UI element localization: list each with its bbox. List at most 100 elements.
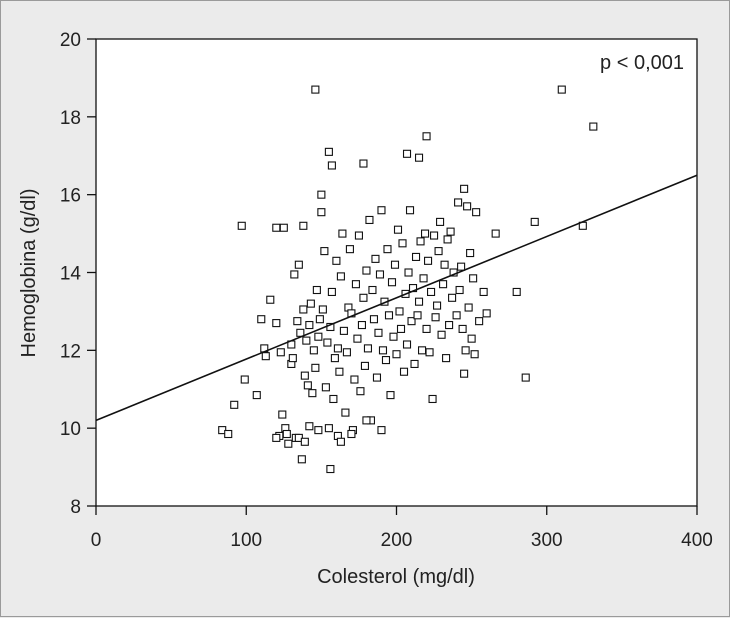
data-point: [257, 315, 266, 324]
data-point: [272, 223, 281, 232]
data-point: [405, 206, 415, 215]
data-point: [454, 198, 463, 207]
data-point: [327, 161, 336, 170]
data-point: [557, 85, 566, 94]
data-point: [377, 206, 386, 215]
data-point: [472, 208, 481, 217]
data-point: [440, 260, 449, 269]
data-point: [315, 315, 324, 324]
data-point: [398, 239, 407, 248]
data-point: [389, 332, 398, 341]
data-point: [335, 367, 344, 376]
y-tick-label: 14: [60, 264, 82, 285]
data-point: [320, 247, 329, 256]
data-point: [491, 229, 500, 238]
data-point: [240, 375, 249, 384]
data-point: [282, 429, 291, 439]
x-tick-label: 0: [91, 530, 102, 551]
data-point: [353, 334, 362, 343]
data-point: [363, 344, 373, 353]
data-point: [293, 317, 302, 326]
data-point: [308, 389, 317, 398]
data-point: [299, 221, 308, 230]
data-point: [306, 299, 315, 308]
data-point: [589, 122, 598, 131]
data-point: [294, 260, 303, 269]
data-point: [383, 245, 392, 254]
data-point: [458, 324, 467, 333]
data-point: [224, 429, 233, 439]
data-point: [417, 346, 427, 355]
data-point: [329, 394, 338, 404]
x-tick-label: 200: [381, 530, 413, 551]
data-point: [443, 235, 452, 244]
y-tick-label: 20: [60, 30, 81, 51]
data-point: [288, 354, 297, 363]
data-point: [372, 373, 382, 382]
data-point: [300, 371, 309, 380]
data-point: [442, 354, 451, 363]
data-point: [470, 350, 479, 359]
data-point: [318, 305, 327, 314]
data-point: [345, 245, 354, 254]
y-tick-label: 18: [60, 108, 81, 129]
data-point: [297, 455, 306, 464]
data-point: [359, 293, 368, 302]
data-point: [299, 305, 308, 314]
data-point: [431, 313, 440, 322]
data-point: [396, 324, 406, 333]
data-point: [314, 426, 323, 435]
data-point: [392, 350, 401, 359]
data-point: [302, 336, 311, 345]
data-point: [457, 262, 466, 271]
data-point: [360, 361, 369, 370]
data-point: [402, 149, 412, 158]
data-point: [436, 217, 445, 226]
data-point: [393, 225, 403, 234]
data-point: [452, 311, 461, 320]
data-point: [272, 433, 281, 442]
data-point: [369, 315, 379, 324]
data-point: [350, 375, 359, 384]
data-point: [327, 287, 336, 297]
data-point: [324, 147, 333, 156]
x-tick-label: 400: [681, 530, 713, 551]
data-point: [237, 221, 246, 230]
data-point: [410, 359, 419, 369]
data-point: [303, 381, 312, 390]
data-point: [311, 85, 320, 94]
data-point: [230, 400, 239, 409]
data-point: [339, 326, 348, 335]
data-point: [466, 248, 475, 258]
data-point: [416, 237, 425, 246]
data-point: [305, 320, 314, 330]
data-point: [521, 373, 530, 382]
data-point: [377, 426, 386, 435]
data-point: [266, 295, 275, 304]
y-tick-label: 10: [60, 419, 81, 440]
data-point: [314, 332, 323, 341]
data-point: [439, 280, 448, 289]
data-point: [276, 348, 285, 357]
data-point: [356, 387, 365, 396]
data-point: [272, 319, 281, 328]
x-tick-label: 100: [230, 530, 262, 551]
data-point: [448, 293, 457, 302]
data-point: [446, 227, 455, 236]
data-point: [413, 311, 422, 320]
data-point: [336, 272, 345, 281]
data-point: [311, 363, 320, 372]
x-axis-title: Colesterol (mg/dl): [317, 566, 475, 588]
data-point: [463, 202, 472, 211]
data-point: [332, 256, 341, 265]
regression-line: [95, 174, 698, 422]
data-point: [430, 231, 439, 240]
data-point: [278, 410, 287, 419]
data-point: [347, 429, 356, 439]
data-point: [309, 346, 318, 355]
p-value-annotation: p < 0,001: [600, 52, 684, 74]
axis-ticks: 0 100 200 300 400 8 10 12 14 16 18 20: [60, 30, 713, 551]
data-point: [422, 132, 431, 141]
